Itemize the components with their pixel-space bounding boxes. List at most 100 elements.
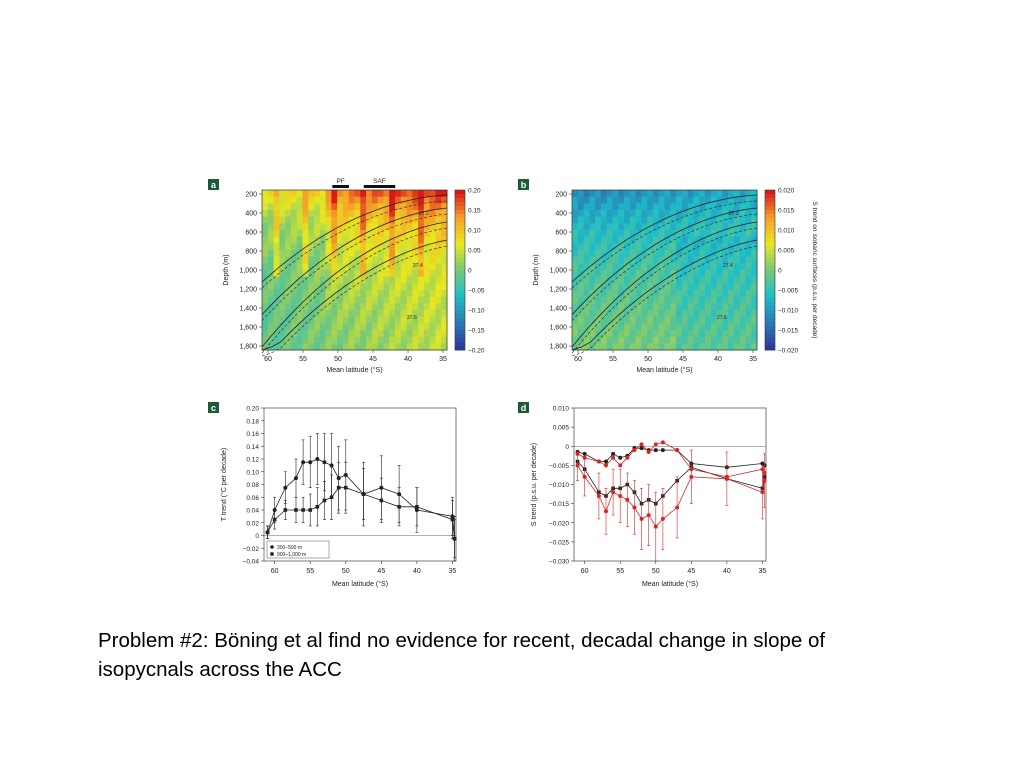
colorbar-segment — [455, 338, 465, 343]
heatmap-cell — [319, 270, 327, 278]
heatmap-cell — [360, 203, 367, 211]
heatmap-cell — [267, 323, 275, 331]
heatmap-cell — [441, 343, 448, 351]
front-bar — [363, 185, 396, 188]
heatmap-cell — [583, 303, 590, 311]
heatmap-cell — [418, 190, 425, 198]
heatmap-cell — [722, 250, 729, 258]
colorbar-segment — [455, 190, 465, 195]
heatmap-cell — [589, 316, 596, 324]
heatmap-cell — [710, 316, 718, 324]
heatmap-cell — [624, 210, 631, 218]
heatmap-cell — [704, 303, 712, 311]
heatmap-cell — [716, 276, 723, 284]
heatmap-cell — [319, 296, 327, 304]
heatmap-cell — [606, 330, 613, 338]
heatmap-cell — [279, 276, 286, 284]
heatmap-cell — [751, 323, 758, 331]
heatmap-cell — [423, 336, 431, 344]
heatmap-cell — [733, 216, 741, 224]
heatmap-cell — [383, 336, 390, 344]
heatmap-cell — [577, 236, 585, 244]
heatmap-cell — [710, 210, 718, 218]
heatmap-cell — [273, 270, 280, 278]
heatmap-cell — [572, 330, 579, 338]
heatmap-cell — [423, 303, 431, 311]
colorbar-segment — [455, 298, 465, 303]
heatmap-cell — [635, 263, 642, 271]
heatmap-cell — [314, 203, 321, 211]
heatmap-cell — [319, 196, 327, 204]
heatmap-cell — [412, 256, 419, 264]
heatmap-cell — [624, 296, 631, 304]
heatmap-cell — [710, 256, 718, 264]
colorbar-tick-label: 0.020 — [778, 188, 795, 195]
heatmap-cell — [635, 290, 642, 298]
heatmap-cell — [354, 276, 361, 284]
heatmap-cell — [354, 290, 361, 298]
heatmap-cell — [606, 216, 613, 224]
heatmap-cell — [418, 263, 425, 271]
heatmap-cell — [676, 323, 683, 331]
heatmap-cell — [273, 250, 280, 258]
heatmap-cell — [647, 263, 654, 271]
heatmap-cell — [441, 330, 448, 338]
heatmap-cell — [641, 330, 648, 338]
heatmap-cell — [728, 256, 735, 264]
heatmap-cell — [308, 323, 315, 331]
heatmap-cell — [285, 263, 292, 271]
heatmap-cell — [606, 210, 613, 218]
heatmap-cell — [371, 283, 379, 291]
heatmap-cell — [314, 230, 321, 238]
heatmap-cell — [687, 196, 694, 204]
y-tick-label: 0.08 — [246, 482, 259, 489]
heatmap-cell — [383, 303, 390, 311]
heatmap-cell — [745, 330, 752, 338]
heatmap-cell — [704, 203, 712, 211]
heatmap-cell — [687, 236, 694, 244]
heatmap-cell — [681, 216, 689, 224]
heatmap-cell — [337, 316, 344, 324]
heatmap-cell — [290, 283, 298, 291]
heatmap-cell — [681, 196, 689, 204]
heatmap-cell — [733, 343, 741, 351]
colorbar-segment — [455, 234, 465, 239]
heatmap-cell — [435, 343, 442, 351]
heatmap-cell — [383, 316, 390, 324]
heatmap-cell — [441, 256, 448, 264]
heatmap-cell — [652, 310, 660, 318]
colorbar-segment — [455, 330, 465, 335]
heatmap-cell — [319, 310, 327, 318]
heatmap-cell — [389, 330, 396, 338]
heatmap-cell — [290, 250, 298, 258]
heatmap-cell — [302, 283, 309, 291]
heatmap-cell — [331, 283, 338, 291]
heatmap-cell — [412, 343, 419, 351]
heatmap-cell — [606, 276, 613, 284]
heatmap-cell — [739, 270, 746, 278]
heatmap-cell — [348, 230, 355, 238]
heatmap-cell — [383, 250, 390, 258]
heatmap-cell — [371, 203, 379, 211]
heatmap-cell — [331, 216, 338, 224]
heatmap-cell — [418, 256, 425, 264]
heatmap-cell — [308, 316, 315, 324]
heatmap-cell — [267, 310, 275, 318]
heatmap-cell — [658, 276, 665, 284]
heatmap-cell — [371, 343, 379, 351]
heatmap-cell — [722, 270, 729, 278]
heatmap-cell — [676, 263, 683, 271]
heatmap-cell — [279, 263, 286, 271]
heatmap-cell — [693, 290, 700, 298]
heatmap-cell — [342, 276, 350, 284]
heatmap-cell — [389, 250, 396, 258]
heatmap-cell — [441, 323, 448, 331]
heatmap-cell — [739, 263, 746, 271]
heatmap-cell — [681, 230, 689, 238]
heatmap-cell — [360, 216, 367, 224]
heatmap-cell — [371, 210, 379, 218]
heatmap-cell — [337, 283, 344, 291]
heatmap-cell — [441, 243, 448, 251]
heatmap-cell — [412, 223, 419, 231]
heatmap-cell — [739, 290, 746, 298]
